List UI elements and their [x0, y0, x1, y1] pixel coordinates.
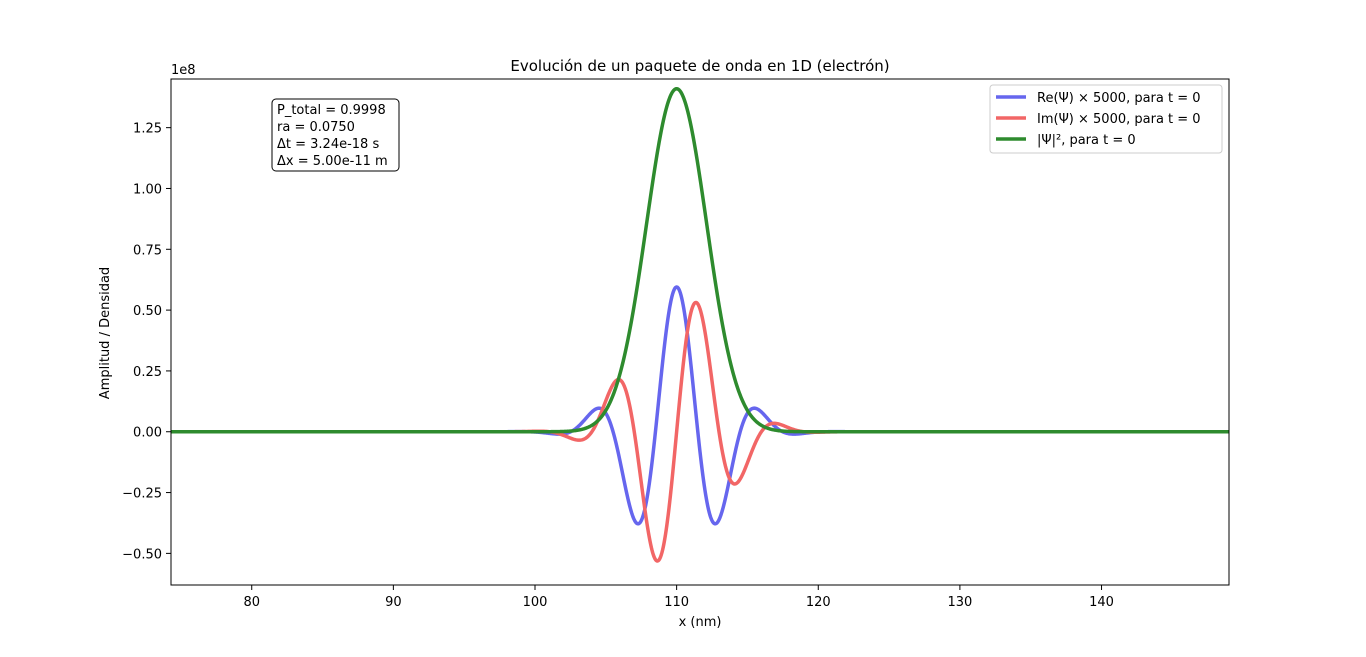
- x-tick-label: 90: [385, 595, 402, 610]
- chart-title: Evolución de un paquete de onda en 1D (e…: [510, 57, 889, 75]
- plot-area-frame: [170, 78, 1230, 586]
- x-tick-label: 110: [664, 595, 689, 610]
- y-axis-label: Amplitud / Densidad: [98, 267, 113, 399]
- annotation-line-ra: ra = 0.0750: [277, 120, 355, 135]
- legend-label-density: |Ψ|², para t = 0: [1037, 133, 1136, 148]
- annotation-line-total-probability: P_total = 0.9998: [277, 103, 386, 118]
- annotation-line-dx: Δx = 5.00e-11 m: [277, 154, 388, 169]
- y-tick-label: −0.25: [122, 487, 162, 502]
- x-tick-label: 100: [523, 595, 548, 610]
- x-tick-label: 120: [806, 595, 831, 610]
- y-tick-label: 1.25: [133, 122, 162, 137]
- x-tick-label: 140: [1089, 595, 1114, 610]
- x-tick-label: 130: [947, 595, 972, 610]
- y-tick-label: 0.00: [133, 426, 162, 441]
- legend: Re(Ψ) × 5000, para t = 0 Im(Ψ) × 5000, p…: [989, 84, 1223, 154]
- legend-frame: [989, 84, 1223, 154]
- x-axis: 80 90 100 110 120 130 140: [243, 585, 1114, 610]
- y-tick-label: 0.75: [133, 243, 162, 258]
- y-tick-label: 1.00: [133, 182, 162, 197]
- legend-label-real: Re(Ψ) × 5000, para t = 0: [1037, 91, 1201, 106]
- y-tick-label: −0.50: [122, 547, 162, 562]
- x-tick-label: 80: [243, 595, 260, 610]
- y-axis-offset-text: 1e8: [171, 63, 196, 78]
- legend-label-imag: Im(Ψ) × 5000, para t = 0: [1037, 112, 1201, 127]
- y-tick-label: 0.25: [133, 365, 162, 380]
- x-axis-label: x (nm): [679, 615, 722, 630]
- series-line-density: [171, 86, 1229, 434]
- y-tick-label: 0.50: [133, 304, 162, 319]
- series-layer: [171, 86, 1229, 563]
- annotation-line-dt: Δt = 3.24e-18 s: [277, 137, 379, 152]
- y-axis: −0.50 −0.25 0.00 0.25 0.50 0.75 1.00 1.25: [122, 122, 171, 562]
- stats-annotation-box: P_total = 0.9998 ra = 0.0750 Δt = 3.24e-…: [271, 98, 400, 172]
